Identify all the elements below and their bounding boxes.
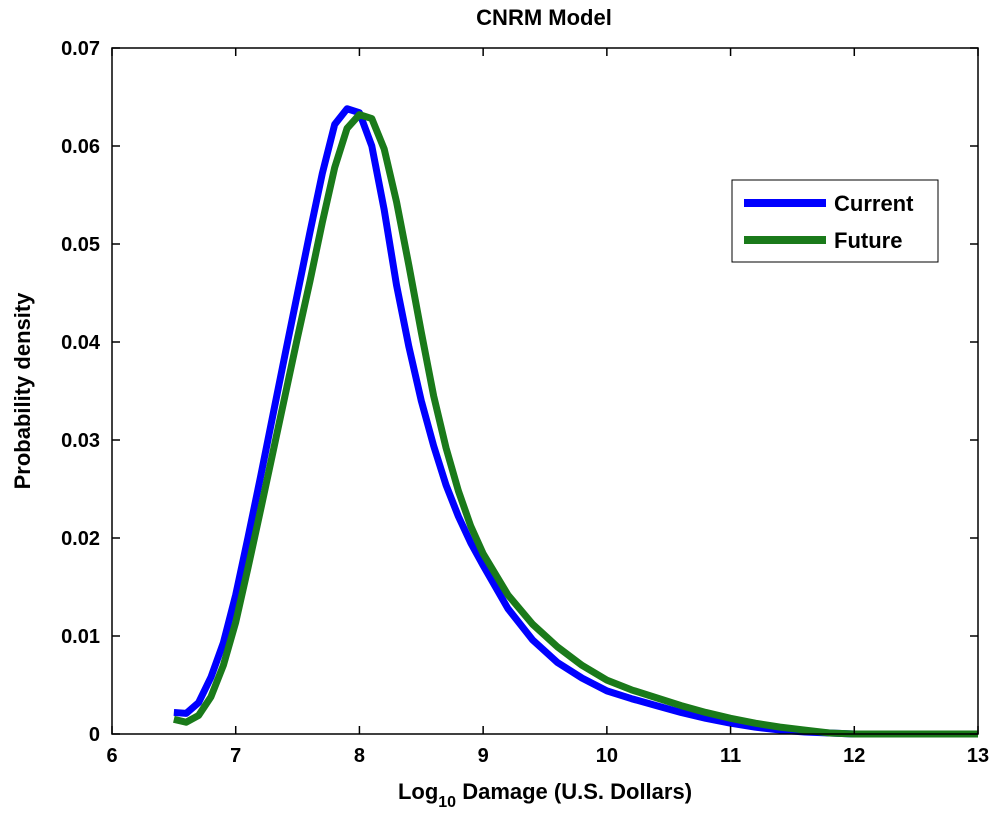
y-axis-label: Probability density	[10, 292, 35, 490]
y-tick-label: 0.02	[61, 528, 100, 550]
legend-label-future: Future	[834, 228, 902, 253]
x-tick-label: 8	[354, 745, 365, 767]
series-line-current	[173, 105, 978, 738]
legend-label-current: Current	[834, 191, 914, 216]
x-axis-label-rest: Damage (U.S. Dollars)	[456, 779, 692, 804]
x-tick-label: 11	[720, 745, 741, 767]
tick-labels-layer: 6 7 8 9 10 11 12 13 0 0.01 0.02 0.03 0.04 0.05 0.06 0.0…	[61, 38, 989, 767]
y-tick-label: 0.05	[61, 234, 100, 256]
y-tick-label: 0.07	[61, 38, 100, 60]
y-tick-label: 0.04	[61, 332, 101, 354]
x-tick-label: 9	[478, 745, 489, 767]
series-line-future	[173, 111, 978, 738]
x-tick-label: 6	[106, 745, 117, 767]
y-tick-label: 0.03	[61, 430, 100, 452]
legend: Current Future	[731, 179, 939, 263]
chart-title: CNRM Model	[476, 5, 612, 30]
ticks-layer	[111, 47, 979, 735]
y-tick-label: 0.01	[61, 626, 100, 648]
x-axis-label-subscript: 10	[438, 794, 456, 811]
x-axis-label-main: Log	[398, 779, 438, 804]
x-axis-label: Log10 Damage (U.S. Dollars)	[398, 779, 692, 811]
x-tick-label: 12	[843, 745, 865, 767]
y-tick-label: 0.06	[61, 136, 100, 158]
legend-box	[731, 179, 939, 263]
series-layer	[173, 105, 978, 738]
plot-frame	[111, 47, 979, 735]
plot-area	[112, 48, 978, 734]
x-tick-label: 13	[967, 745, 989, 767]
x-tick-label: 10	[596, 745, 618, 767]
x-tick-label: 7	[230, 745, 241, 767]
y-tick-label: 0	[89, 724, 100, 746]
